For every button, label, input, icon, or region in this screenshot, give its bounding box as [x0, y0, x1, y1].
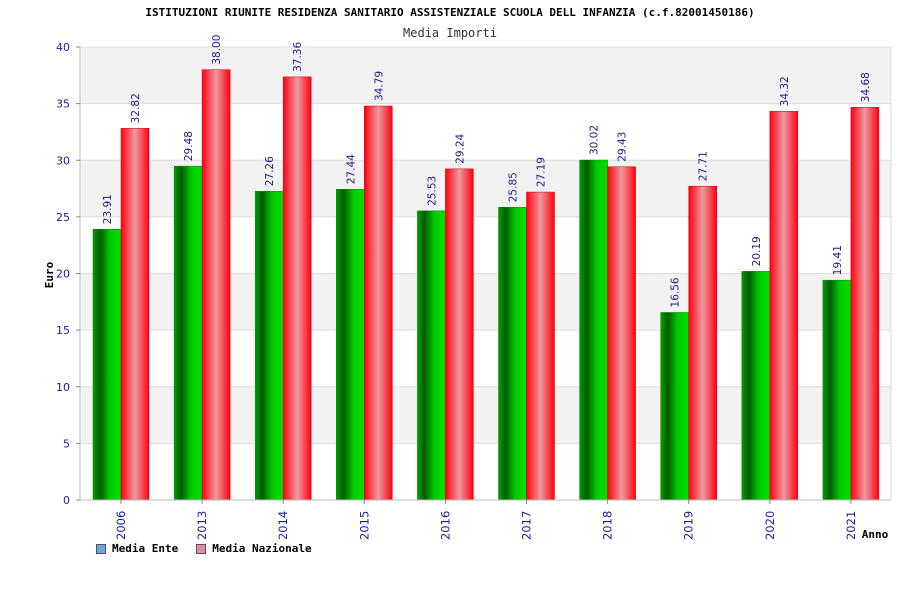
data-label: 32.82	[130, 93, 142, 123]
x-tick-label: 2020	[763, 511, 777, 540]
legend-swatch-nazionale	[196, 543, 207, 554]
y-tick-label: 10	[56, 381, 70, 394]
y-axis-label: Euro	[43, 261, 56, 288]
y-tick-label: 20	[56, 268, 70, 281]
bar-nazionale	[364, 105, 393, 501]
bar-ente	[336, 188, 365, 501]
data-label: 23.91	[102, 194, 114, 224]
plot-band	[80, 47, 891, 104]
x-tick-label: 2014	[276, 511, 290, 540]
bar-nazionale	[607, 166, 636, 501]
bar-nazionale	[445, 168, 474, 501]
data-label: 34.32	[779, 76, 791, 106]
legend-item-nazionale: Media Nazionale	[196, 542, 312, 555]
data-label: 19.41	[832, 245, 844, 275]
data-label: 16.56	[670, 277, 682, 307]
legend-swatch-ente	[96, 543, 106, 554]
y-tick-label: 30	[56, 154, 70, 167]
data-label: 38.00	[211, 35, 223, 65]
y-tick-label: 0	[63, 494, 70, 507]
bar-ente	[822, 279, 852, 501]
data-label: 37.36	[292, 42, 304, 72]
y-tick-label: 35	[56, 98, 70, 111]
data-label: 29.48	[183, 131, 195, 161]
x-tick-label: 2019	[682, 511, 696, 540]
legend-item-ente: Media Ente	[96, 542, 178, 555]
bar-nazionale	[688, 185, 717, 501]
bar-nazionale	[120, 128, 150, 501]
bar-ente	[741, 271, 771, 501]
bar-ente	[417, 210, 446, 501]
bar-nazionale	[850, 106, 880, 501]
bar-ente	[254, 191, 284, 501]
data-label: 34.68	[860, 72, 872, 102]
x-tick-label: 2016	[438, 511, 452, 540]
data-label: 34.79	[373, 71, 385, 101]
bar-ente	[579, 159, 608, 501]
bar-nazionale	[769, 111, 799, 501]
legend: Media Ente Media Nazionale	[96, 542, 312, 555]
x-tick-label: 2018	[601, 511, 615, 540]
data-label: 20.19	[751, 236, 763, 266]
bar-ente	[660, 312, 689, 501]
chart-title: ISTITUZIONI RIUNITE RESIDENZA SANITARIO …	[145, 6, 754, 19]
data-label: 30.02	[589, 125, 601, 155]
data-label: 27.19	[536, 157, 548, 187]
data-label: 27.44	[345, 154, 357, 184]
bar-ente	[498, 206, 527, 501]
legend-label-nazionale: Media Nazionale	[212, 542, 312, 555]
bar-ente	[173, 165, 203, 501]
plot-band	[80, 103, 891, 161]
bar-nazionale	[282, 76, 312, 501]
chart-subtitle: Media Importi	[403, 26, 497, 40]
x-tick-label: 2017	[520, 511, 534, 540]
data-label: 27.71	[698, 151, 710, 181]
x-axis-label: Anno	[862, 528, 889, 541]
legend-label-ente: Media Ente	[112, 542, 179, 555]
x-tick-label: 2006	[114, 511, 128, 540]
bar-nazionale	[526, 191, 555, 501]
y-tick-label: 15	[56, 324, 70, 337]
data-label: 25.53	[426, 176, 438, 206]
data-label: 29.43	[617, 132, 629, 162]
y-tick-label: 5	[63, 437, 70, 450]
data-label: 29.24	[454, 133, 466, 163]
data-label: 25.85	[508, 172, 520, 202]
bar-nazionale	[201, 69, 231, 501]
x-tick-label: 2013	[195, 511, 209, 540]
bar-ente	[92, 228, 122, 501]
data-label: 27.26	[264, 156, 276, 186]
y-tick-label: 40	[56, 41, 70, 54]
y-tick-label: 25	[56, 211, 70, 224]
x-tick-label: 2015	[357, 511, 371, 540]
x-tick-label: 2021	[844, 511, 858, 540]
